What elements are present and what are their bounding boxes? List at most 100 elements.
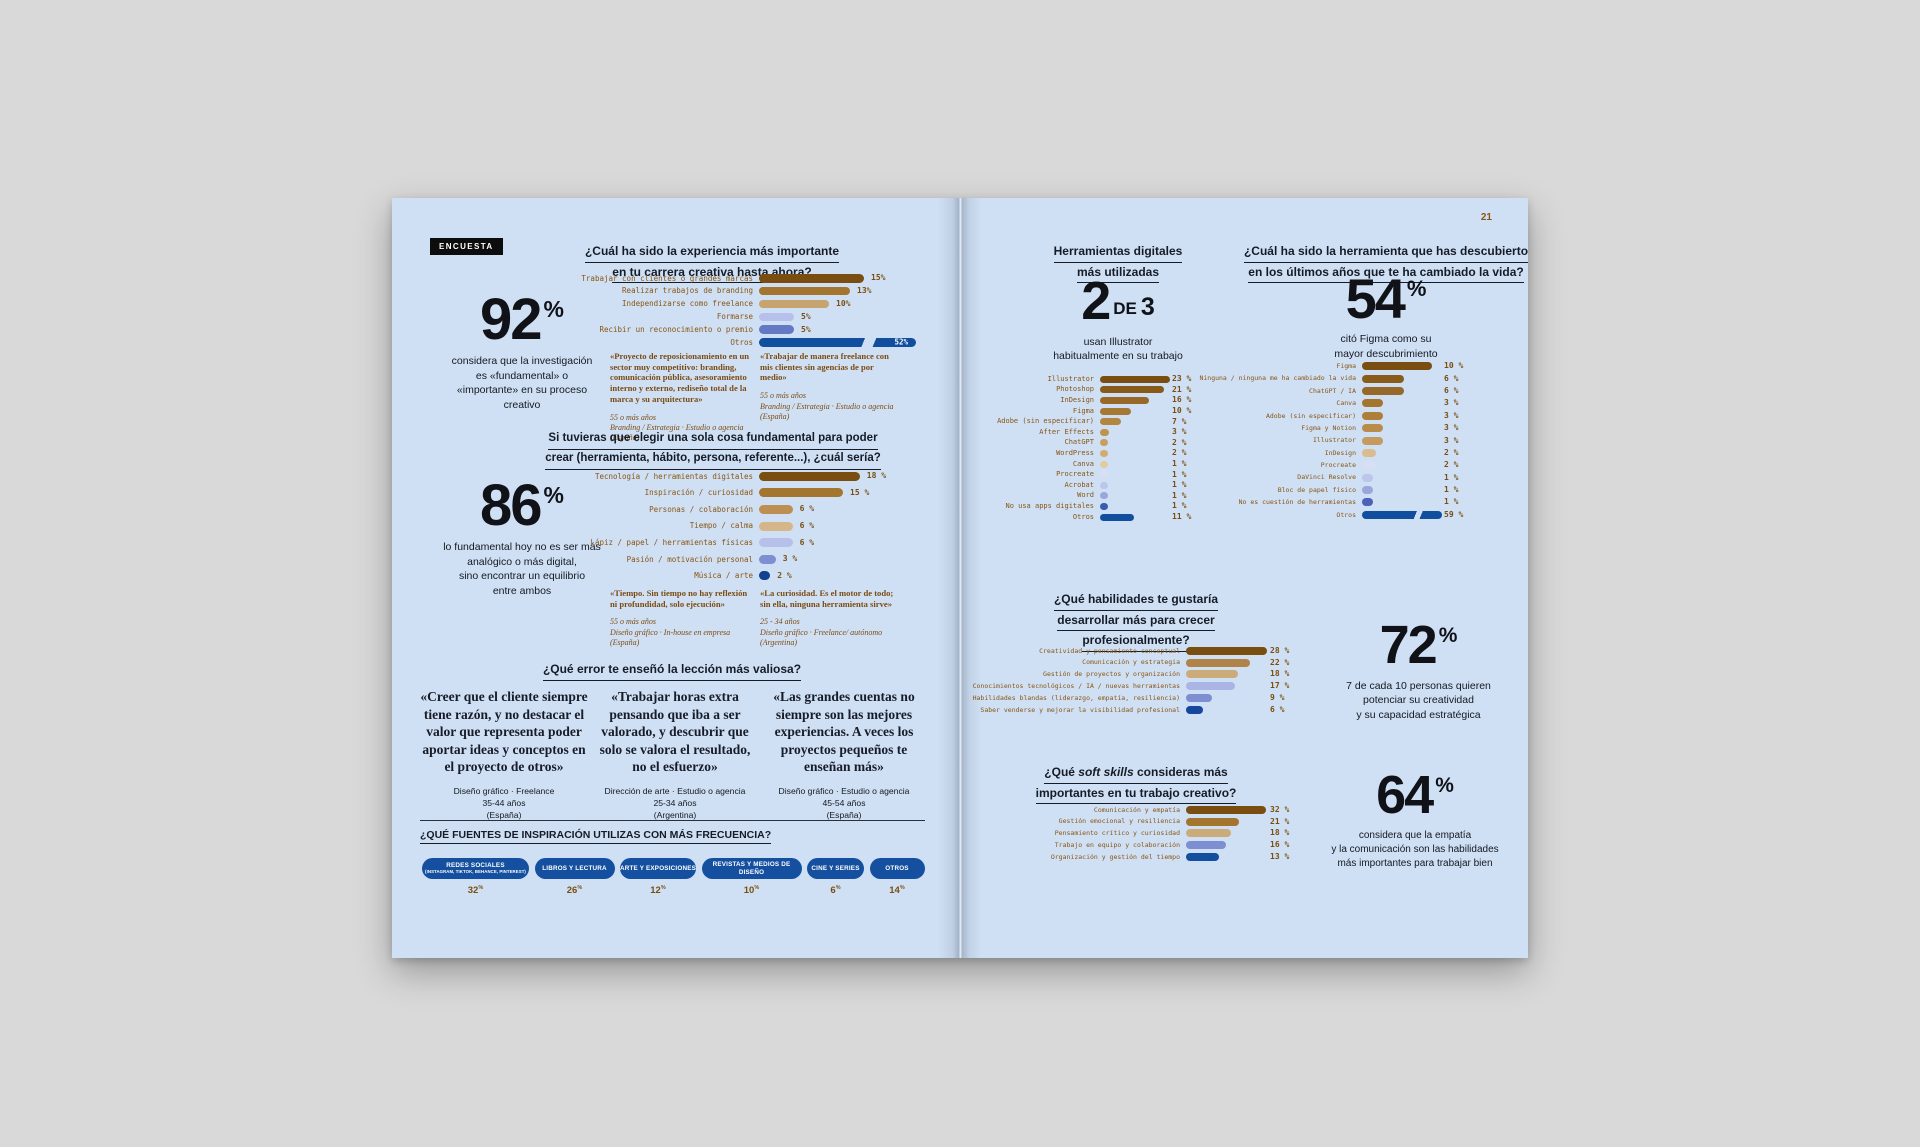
bar-value: 6 % — [1444, 385, 1459, 395]
chart-row: Tiempo / calma 6 % — [518, 518, 886, 535]
bar-value: 1 % — [1172, 469, 1187, 479]
stat-92-percent: % — [543, 296, 564, 322]
bar-value: 1 % — [1444, 497, 1459, 507]
chart-row: Figma 10 % — [960, 406, 1191, 417]
bar-value: 5% — [801, 311, 811, 321]
bar-value: 1 % — [1172, 501, 1187, 511]
stat-72-caption: 7 de cada 10 personas quieren potenciar … — [1346, 679, 1491, 721]
chart-row-label: Word — [1077, 491, 1094, 500]
softskills-chart-title: ¿Qué soft skills consideras más importan… — [996, 763, 1276, 805]
stat-86: 86 % lo fundamental hoy no es ser más an… — [412, 473, 632, 599]
stat-54-percent: % — [1406, 276, 1427, 301]
bar-value: 16 % — [1172, 395, 1192, 405]
bar-value: 2 % — [1172, 437, 1187, 447]
stat-92: 92 % considera que la investigación es «… — [412, 290, 632, 413]
bar — [759, 571, 771, 581]
bar-value: 22 % — [1270, 657, 1290, 667]
pill-percentage: 26% — [566, 885, 583, 897]
stat-64-caption: considera que la empatía y la comunicaci… — [1331, 829, 1499, 869]
pill-label: REDES SOCIALES — [446, 862, 505, 870]
inspiration-pill-item: OTROS 14% — [869, 858, 925, 896]
chart-row: Música / arte 2 % — [518, 568, 886, 585]
stat-92-caption: considera que la investigación es «funda… — [451, 355, 593, 412]
chart-row-label: Adobe (sin especificar) — [1265, 411, 1356, 420]
chart-row: Illustrator 23 % — [960, 374, 1191, 385]
pill-label: OTROS — [885, 864, 909, 872]
bar — [1186, 817, 1239, 826]
stat-2de3-big: 2 — [1081, 271, 1111, 331]
bar-value: 1 % — [1444, 485, 1459, 495]
stat-86-number: 86 — [480, 473, 542, 538]
chart-row-label: Canva — [1336, 399, 1356, 408]
chart-row: Canva 1 % — [960, 459, 1191, 470]
chart-row: WordPress 2 % — [960, 448, 1191, 459]
bar-value: 13% — [857, 286, 872, 296]
chart-row-label: Procreate — [1320, 461, 1356, 470]
bar-value: 6 % — [799, 521, 815, 531]
chart-row-label: Figma y Notion — [1301, 423, 1356, 432]
bar: 52% — [759, 338, 916, 347]
inspiration-pill-item: REDES SOCIALES (INSTAGRAM, TIKTOK, BEHANC… — [422, 858, 529, 896]
chart-row: Comunicación y estrategia 22 % — [968, 657, 1289, 669]
bar — [1100, 418, 1122, 426]
chart-row-label: ChatGPT / IA — [1309, 386, 1356, 395]
error-quote-2: «Trabajar horas extra pensando que iba a… — [599, 689, 751, 820]
stat-54-caption: citó Figma como su mayor descubrimiento — [1334, 333, 1438, 360]
chart-row: Procreate 1 % — [960, 469, 1191, 480]
bar — [1100, 428, 1110, 436]
bar-value: 28 % — [1270, 645, 1290, 655]
chart-row-label: Gestión de proyectos y organización — [1043, 670, 1180, 679]
bar-value: 10% — [836, 298, 851, 308]
chart-row-label: Procreate — [1056, 470, 1094, 479]
discovery-chart: Figma 10 % Ninguna / ninguna me ha cambiad… — [1188, 360, 1463, 521]
stat-2de3-de: DE — [1113, 298, 1137, 318]
bar — [1100, 471, 1108, 479]
chart-row: Lápiz / papel / herramientas físicas 6 % — [518, 534, 886, 551]
bar — [759, 554, 776, 564]
bar — [1186, 658, 1250, 667]
chart-row-label: Trabajar con clientes o grandes marcas — [581, 273, 753, 283]
stat-86-caption: lo fundamental hoy no es ser más analógi… — [443, 541, 601, 598]
bar-value: 3 % — [1444, 410, 1459, 420]
bar-value: 59 % — [1444, 509, 1464, 519]
bar-value: 9 % — [1270, 693, 1285, 703]
page-number: 21 — [1480, 212, 1492, 223]
fundamental-quote-2: «La curiosidad. Es el motor de todo; sin… — [760, 588, 894, 648]
chart-row-label: Canva — [1072, 459, 1094, 468]
discovery-chart-title: ¿Cuál ha sido la herramienta que has des… — [1236, 242, 1536, 284]
chart-row: Tecnología / herramientas digitales 18 % — [518, 468, 886, 485]
bar — [1362, 399, 1383, 408]
chart-row: Word 1 % — [960, 491, 1191, 502]
experience-quote-1: «Proyecto de reposicionamiento en un sec… — [610, 351, 750, 443]
chart-row-label: Recibir un reconocimiento o premio — [599, 324, 753, 334]
chart-row: Otros 52% — [518, 336, 916, 349]
bar — [1100, 439, 1108, 447]
chart-row: Adobe (sin especificar) 7 % — [960, 416, 1191, 427]
chart-row: Organización y gestión del tiempo 13 % — [968, 851, 1289, 863]
bar-value: 17 % — [1270, 681, 1290, 691]
softskills-chart: Comunicación y empatía 32 % Gestión emocio… — [968, 804, 1289, 863]
bar — [1362, 424, 1383, 433]
bar-value: 2 % — [1444, 460, 1459, 470]
bar-value: 18 % — [866, 471, 887, 481]
bar — [759, 274, 864, 283]
bar — [1362, 436, 1383, 445]
chart-row-label: No usa apps digitales — [1005, 501, 1094, 510]
chart-row: Formarse 5% — [518, 310, 916, 323]
bar-value: 11 % — [1172, 512, 1192, 522]
chart-row-label: InDesign — [1324, 448, 1356, 457]
stat-64-number: 64 — [1376, 765, 1434, 825]
chart-row-label: Conocimientos tecnológicos / IA / nuevas… — [972, 682, 1180, 691]
chart-row-label: Adobe (sin especificar) — [997, 417, 1094, 426]
chart-row-label: Habilidades blandas (liderazgo, empatía,… — [972, 693, 1180, 702]
chart-row: Pensamiento crítico y curiosidad 18 % — [968, 828, 1289, 840]
fundamental-chart-title: Si tuvieras que elegir una sola cosa fun… — [538, 430, 888, 470]
bar — [1186, 646, 1268, 655]
bar — [1100, 502, 1108, 510]
bar-value: 18 % — [1270, 669, 1290, 679]
bar — [759, 488, 843, 498]
stat-64: 64 % considera que la empatía y la comun… — [1306, 765, 1524, 871]
bar-value: 2 % — [1172, 448, 1187, 458]
chart-row-label: After Effects — [1039, 427, 1094, 436]
chart-row-label: DaVinci Resolve — [1297, 473, 1356, 482]
